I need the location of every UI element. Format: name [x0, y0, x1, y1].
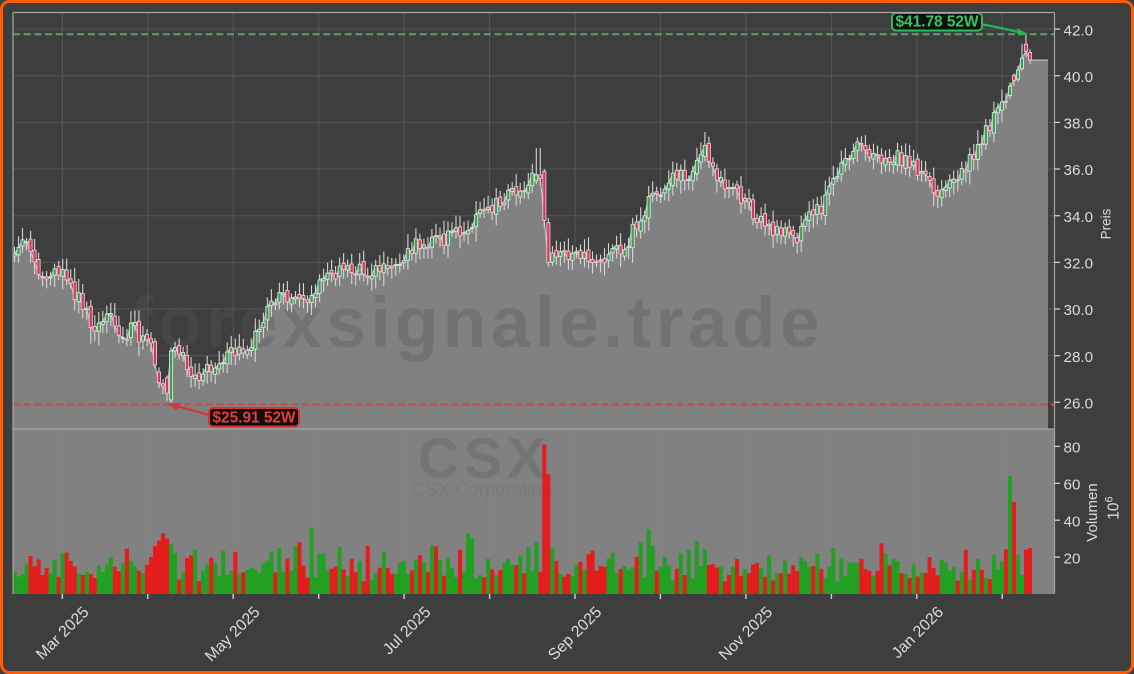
svg-text:60: 60 [1064, 477, 1081, 494]
svg-text:80: 80 [1064, 440, 1081, 457]
svg-text:Volumen: Volumen [1084, 483, 1101, 541]
svg-text:CSX: CSX [418, 427, 550, 491]
svg-text:34.0: 34.0 [1064, 209, 1094, 226]
svg-text:$25.91 52W: $25.91 52W [213, 409, 296, 426]
svg-text:42.0: 42.0 [1064, 22, 1094, 39]
svg-text:20: 20 [1064, 550, 1081, 567]
svg-text:$41.78 52W: $41.78 52W [896, 13, 979, 30]
svg-text:Preis: Preis [1099, 208, 1114, 239]
svg-text:38.0: 38.0 [1064, 116, 1094, 133]
svg-text:26.0: 26.0 [1064, 396, 1094, 413]
svg-text:36.0: 36.0 [1064, 162, 1094, 179]
svg-text:30.0: 30.0 [1064, 302, 1094, 319]
svg-text:28.0: 28.0 [1064, 349, 1094, 366]
svg-text:40.0: 40.0 [1064, 69, 1094, 86]
svg-text:40: 40 [1064, 513, 1081, 530]
svg-text:CSX Corporation: CSX Corporation [412, 479, 552, 500]
svg-text:32.0: 32.0 [1064, 256, 1094, 273]
